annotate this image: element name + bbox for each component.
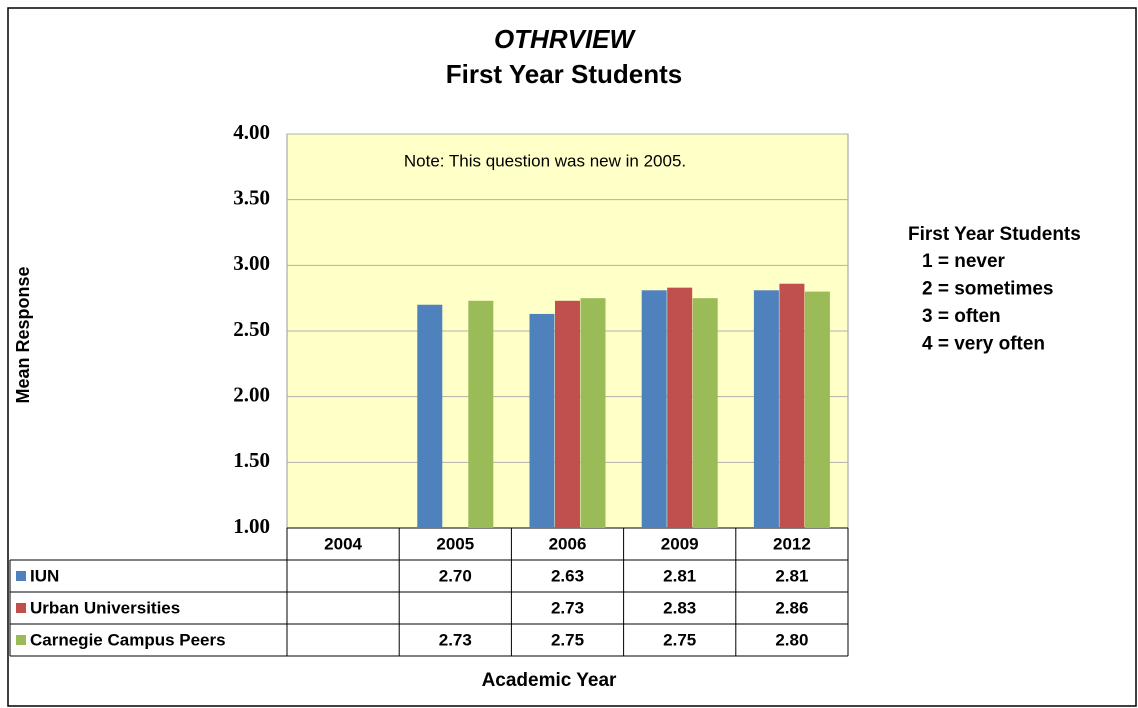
y-axis-label: Mean Response [13, 266, 33, 403]
chart-subtitle: First Year Students [446, 59, 683, 89]
annotation: Note: This question was new in 2005. [404, 151, 686, 170]
side-note-line: 1 = never [922, 251, 1006, 272]
x-tick-label: 2005 [436, 534, 474, 553]
bar [692, 298, 718, 528]
legend-swatch [16, 603, 26, 613]
y-tick-label: 2.00 [233, 382, 270, 406]
bar [667, 287, 693, 528]
bar [580, 298, 606, 528]
bar [555, 300, 580, 528]
bar [804, 291, 830, 528]
data-label: 2.75 [663, 630, 696, 649]
bar [753, 290, 779, 528]
data-label: 2.75 [551, 630, 584, 649]
data-label: 2.63 [551, 566, 584, 585]
side-note-line: 4 = very often [922, 334, 1045, 355]
legend-swatch [16, 635, 26, 645]
y-tick-label: 1.00 [233, 514, 270, 538]
y-tick-label: 3.00 [233, 251, 270, 275]
legend-swatch [16, 571, 26, 581]
data-label: 2.86 [775, 598, 808, 617]
chart-title: OTHRVIEW [494, 24, 637, 54]
data-label: 2.73 [551, 598, 584, 617]
side-note-title: First Year Students [908, 224, 1081, 245]
y-tick-label: 2.50 [233, 317, 270, 341]
data-label: 2.81 [775, 566, 808, 585]
side-note-line: 2 = sometimes [922, 279, 1054, 300]
x-tick-label: 2006 [549, 534, 587, 553]
x-axis-label: Academic Year [482, 670, 617, 691]
bar [417, 304, 443, 528]
data-label: 2.83 [663, 598, 696, 617]
bar [641, 290, 667, 528]
y-tick-label: 1.50 [233, 448, 270, 472]
x-tick-label: 2012 [773, 534, 811, 553]
data-label: 2.73 [439, 630, 472, 649]
legend-label: IUN [30, 566, 59, 585]
x-tick-label: 2009 [661, 534, 699, 553]
bar [779, 283, 805, 528]
side-note-line: 3 = often [922, 306, 1001, 327]
y-tick-label: 3.50 [233, 185, 270, 209]
x-tick-label: 2004 [324, 534, 362, 553]
bar [468, 300, 494, 528]
legend-label: Carnegie Campus Peers [30, 630, 226, 649]
data-label: 2.81 [663, 566, 696, 585]
bar [529, 313, 555, 528]
data-label: 2.70 [439, 566, 472, 585]
legend-label: Urban Universities [30, 598, 180, 617]
y-tick-label: 4.00 [233, 120, 270, 144]
data-label: 2.80 [775, 630, 808, 649]
